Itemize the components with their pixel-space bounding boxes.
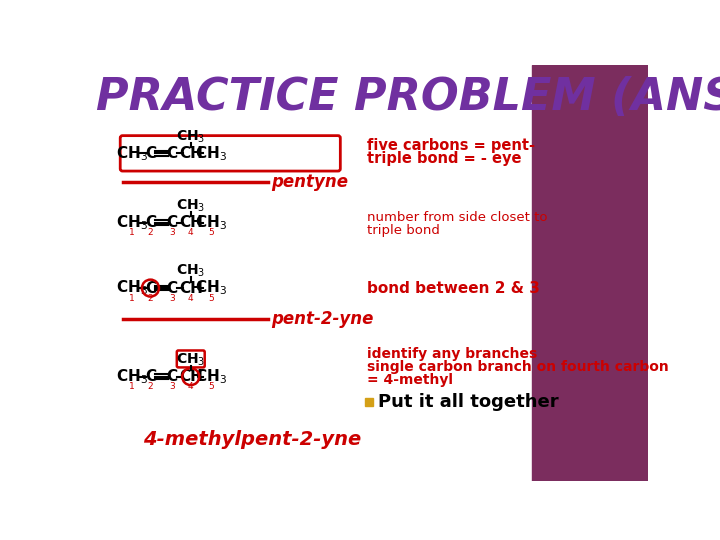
Text: 3: 3 <box>169 294 175 302</box>
Text: CH$_3$: CH$_3$ <box>176 263 205 279</box>
Text: 5: 5 <box>208 382 214 391</box>
Bar <box>532 65 648 481</box>
Text: Put it all together: Put it all together <box>378 393 559 411</box>
Text: CH$_3$: CH$_3$ <box>116 144 148 163</box>
Text: 3: 3 <box>169 228 175 237</box>
Text: CH$_3$: CH$_3$ <box>195 279 227 298</box>
Text: CH$_3$: CH$_3$ <box>176 128 205 145</box>
FancyBboxPatch shape <box>177 350 204 367</box>
Text: 1: 1 <box>129 228 135 237</box>
Text: CH$_3$: CH$_3$ <box>195 213 227 232</box>
Text: C: C <box>145 369 156 384</box>
Text: C: C <box>145 215 156 230</box>
Text: CH: CH <box>179 369 203 384</box>
Text: CH$_3$: CH$_3$ <box>116 367 148 386</box>
Text: 2: 2 <box>148 382 153 391</box>
Text: pent-2-yne: pent-2-yne <box>271 310 374 328</box>
Text: 1: 1 <box>129 382 135 391</box>
Text: 4: 4 <box>188 294 194 302</box>
Text: triple bond = - eye: triple bond = - eye <box>367 151 522 166</box>
Text: = 4-methyl: = 4-methyl <box>367 373 454 387</box>
Text: 4-methylpent-2-yne: 4-methylpent-2-yne <box>143 430 361 449</box>
Text: C: C <box>145 281 156 295</box>
Text: bond between 2 & 3: bond between 2 & 3 <box>367 281 540 295</box>
Text: C: C <box>145 146 156 161</box>
Text: triple bond: triple bond <box>367 224 441 237</box>
Text: CH: CH <box>179 215 203 230</box>
Text: 2: 2 <box>148 294 153 302</box>
Text: single carbon branch on fourth carbon: single carbon branch on fourth carbon <box>367 360 669 374</box>
Text: PRACTICE PROBLEM (ANSWER): PRACTICE PROBLEM (ANSWER) <box>96 76 720 119</box>
Text: number from side closet to: number from side closet to <box>367 211 548 224</box>
Bar <box>365 398 373 406</box>
Text: 3: 3 <box>169 382 175 391</box>
Text: five carbons = pent-: five carbons = pent- <box>367 138 536 153</box>
Text: CH: CH <box>179 281 203 295</box>
Text: identify any branches: identify any branches <box>367 347 538 361</box>
Text: CH$_3$: CH$_3$ <box>176 352 205 368</box>
Text: 5: 5 <box>208 294 214 302</box>
Text: CH$_3$: CH$_3$ <box>116 213 148 232</box>
Text: CH$_3$: CH$_3$ <box>195 144 227 163</box>
Text: C: C <box>166 146 178 161</box>
Text: CH: CH <box>179 146 203 161</box>
Text: C: C <box>166 369 178 384</box>
FancyBboxPatch shape <box>120 136 341 171</box>
Text: 4: 4 <box>188 382 194 391</box>
Text: CH$_3$: CH$_3$ <box>116 279 148 298</box>
Text: CH$_3$: CH$_3$ <box>195 367 227 386</box>
Text: C: C <box>166 215 178 230</box>
Text: CH$_3$: CH$_3$ <box>176 198 205 214</box>
Text: 1: 1 <box>129 294 135 302</box>
Text: C: C <box>166 281 178 295</box>
Text: 5: 5 <box>208 228 214 237</box>
Text: 2: 2 <box>148 228 153 237</box>
Text: pentyne: pentyne <box>271 173 348 191</box>
Text: 4: 4 <box>188 228 194 237</box>
Text: CH$_3$: CH$_3$ <box>176 352 205 368</box>
